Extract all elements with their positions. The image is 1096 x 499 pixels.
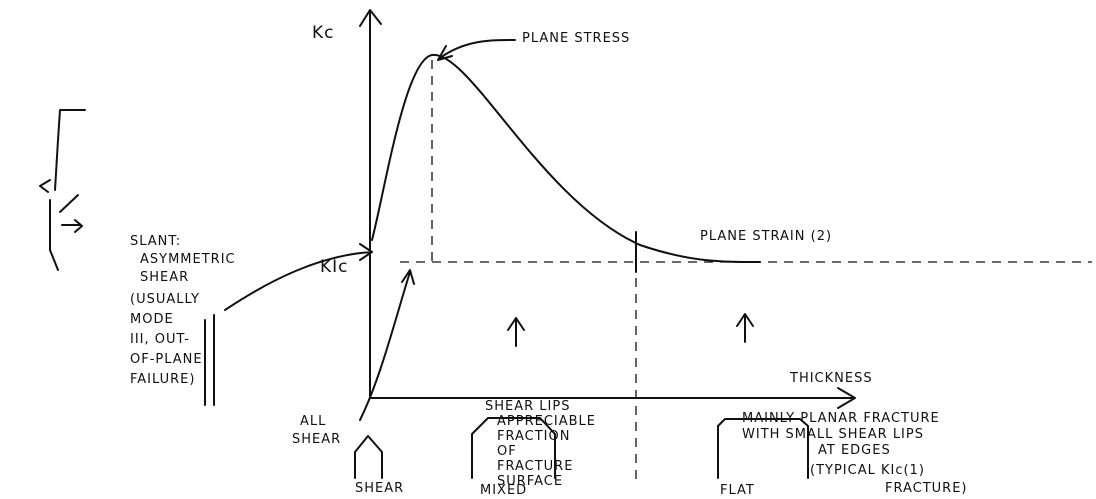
note-line: WITH SMALL SHEAR LIPS <box>742 427 924 442</box>
plane-stress: PLANE STRESS <box>522 31 630 46</box>
note-line: III, OUT- <box>130 332 190 347</box>
note-line: SLANT: <box>130 234 181 249</box>
y-axis-label: Kc <box>312 23 335 43</box>
note-line: FRACTION <box>497 429 570 444</box>
note-line: ASYMMETRIC <box>140 252 236 267</box>
arrow <box>508 318 524 346</box>
note-line: AT EDGES <box>818 443 891 458</box>
note-line: SHEAR <box>292 432 341 447</box>
region-note: SHEAR LIPS APPRECIABLE FRACTION OF FRACT… <box>485 399 601 489</box>
arrow <box>737 314 753 342</box>
note-line: SHEAR <box>140 270 189 285</box>
note-line: FRACTURE <box>497 459 573 474</box>
note-line: OF-PLANE <box>130 352 203 367</box>
note-line: (USUALLY <box>130 292 200 307</box>
note-line: MODE <box>130 312 174 327</box>
y-axis <box>360 10 381 398</box>
sketch <box>40 110 85 270</box>
note-line: (TYPICAL KIc(1) <box>810 463 925 478</box>
profile-label: FLAT <box>720 483 755 498</box>
note-line: OF <box>497 444 517 459</box>
profile-label: MIXED <box>480 483 527 498</box>
x-axis-label: THICKNESS <box>789 371 873 386</box>
shear-profile <box>355 436 382 478</box>
diagram: Kc KIc THICKNESS PLANE STRESS PLANE STRA… <box>0 0 1096 499</box>
region-note: MAINLY PLANAR FRACTURE WITH SMALL SHEAR … <box>742 411 968 496</box>
region-note: ALL SHEAR <box>292 414 341 447</box>
note-line: ALL <box>300 414 326 429</box>
note-line: APPRECIABLE <box>497 414 596 429</box>
note-line: SHEAR LIPS <box>485 399 570 414</box>
note-line: FAILURE) <box>130 372 195 387</box>
arrow <box>438 40 515 60</box>
note-line: FRACTURE) <box>885 481 968 496</box>
plane-strain: PLANE STRAIN (2) <box>700 229 832 244</box>
profile-label: SHEAR <box>355 481 404 496</box>
x-axis <box>370 388 855 408</box>
